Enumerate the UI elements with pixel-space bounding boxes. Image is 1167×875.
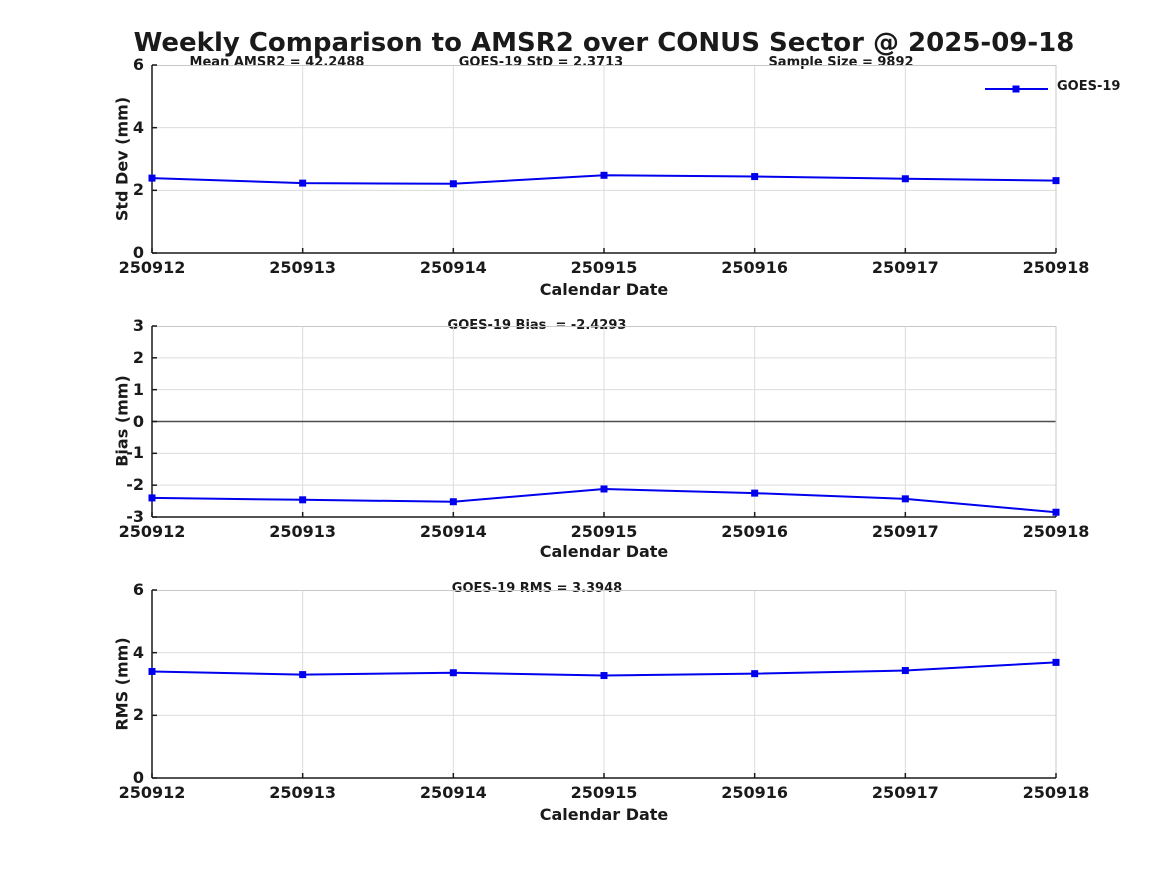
x-tick-label: 250914 bbox=[419, 258, 487, 277]
data-point-marker bbox=[449, 180, 457, 188]
x-tick-label: 250912 bbox=[118, 783, 186, 802]
legend-label: GOES-19 bbox=[1057, 79, 1121, 94]
y-tick-label: 6 bbox=[132, 55, 144, 74]
data-point-marker bbox=[751, 489, 759, 497]
x-tick-label: 250918 bbox=[1022, 783, 1090, 802]
data-point-marker bbox=[449, 669, 457, 677]
annotation-goes19-std: GOES-19 StD = 2.3713 bbox=[458, 55, 624, 70]
y-tick-label: 0 bbox=[132, 411, 144, 431]
annotation-goes19-bias: GOES-19 Bias = -2.4293 bbox=[447, 318, 627, 333]
data-point-marker bbox=[299, 496, 307, 504]
data-point-marker bbox=[148, 667, 156, 675]
rms-plot-area bbox=[148, 589, 1060, 779]
x-axis-label-stddev: Calendar Date bbox=[539, 280, 669, 299]
y-tick-label: -2 bbox=[126, 475, 144, 495]
y-axis-label-stddev: Std Dev (mm) bbox=[112, 96, 132, 222]
data-point-marker bbox=[148, 494, 156, 502]
x-tick-label: 250917 bbox=[871, 783, 939, 802]
y-tick-label: 2 bbox=[132, 705, 144, 725]
x-axis-label-bias: Calendar Date bbox=[539, 542, 669, 561]
x-tick-label: 250916 bbox=[721, 258, 789, 277]
x-tick-label: 250912 bbox=[118, 258, 186, 277]
x-tick-label: 250916 bbox=[721, 783, 789, 802]
data-point-marker bbox=[449, 498, 457, 506]
data-point-marker bbox=[901, 667, 909, 675]
x-tick-label: 250914 bbox=[419, 783, 487, 802]
x-tick-label: 250915 bbox=[570, 258, 638, 277]
bias-plot-area bbox=[148, 325, 1060, 518]
data-point-marker bbox=[751, 670, 759, 678]
x-tick-label: 250918 bbox=[1022, 522, 1090, 541]
data-point-marker bbox=[148, 174, 156, 182]
x-tick-label: 250913 bbox=[269, 783, 337, 802]
data-point-marker bbox=[1052, 508, 1060, 516]
x-tick-label: 250912 bbox=[118, 522, 186, 541]
legend: GOES-19 bbox=[984, 79, 1120, 94]
x-tick-label: 250915 bbox=[570, 522, 638, 541]
data-point-marker bbox=[600, 171, 608, 179]
x-tick-label: 250918 bbox=[1022, 258, 1090, 277]
data-point-marker bbox=[751, 173, 759, 181]
y-tick-label: 0 bbox=[132, 768, 144, 787]
x-tick-label: 250915 bbox=[570, 783, 638, 802]
data-point-marker bbox=[600, 485, 608, 493]
legend-line-icon bbox=[985, 85, 1048, 92]
x-tick-label: 250913 bbox=[269, 258, 337, 277]
figure-title: Weekly Comparison to AMSR2 over CONUS Se… bbox=[133, 28, 1075, 58]
x-tick-label: 250916 bbox=[721, 522, 789, 541]
legend-marker bbox=[1012, 85, 1020, 92]
y-tick-label: 2 bbox=[132, 180, 144, 200]
x-tick-label: 250917 bbox=[871, 522, 939, 541]
data-point-marker bbox=[299, 671, 307, 679]
data-point-marker bbox=[1052, 177, 1060, 185]
y-tick-label: 3 bbox=[132, 316, 144, 335]
x-tick-label: 250913 bbox=[269, 522, 337, 541]
data-point-marker bbox=[600, 672, 608, 680]
y-tick-label: -1 bbox=[126, 443, 144, 463]
y-tick-label: 0 bbox=[132, 243, 144, 262]
annotation-mean-amsr2: Mean AMSR2 = 42.2488 bbox=[189, 55, 365, 70]
x-axis-label-rms: Calendar Date bbox=[539, 805, 669, 824]
annotation-goes19-rms: GOES-19 RMS = 3.3948 bbox=[451, 581, 623, 596]
y-tick-label: 4 bbox=[132, 117, 144, 137]
y-tick-label: 4 bbox=[132, 642, 144, 662]
y-tick-label: 1 bbox=[132, 379, 144, 399]
y-tick-label: 2 bbox=[132, 347, 144, 367]
x-tick-label: 250914 bbox=[419, 522, 487, 541]
x-tick-label: 250917 bbox=[871, 258, 939, 277]
annotation-sample-size: Sample Size = 9892 bbox=[768, 55, 914, 70]
y-tick-label: 6 bbox=[132, 580, 144, 599]
y-tick-label: -3 bbox=[126, 507, 144, 526]
data-point-marker bbox=[1052, 658, 1060, 666]
data-point-marker bbox=[901, 175, 909, 183]
stddev-plot-area bbox=[148, 64, 1060, 254]
data-point-marker bbox=[901, 495, 909, 503]
data-point-marker bbox=[299, 179, 307, 187]
